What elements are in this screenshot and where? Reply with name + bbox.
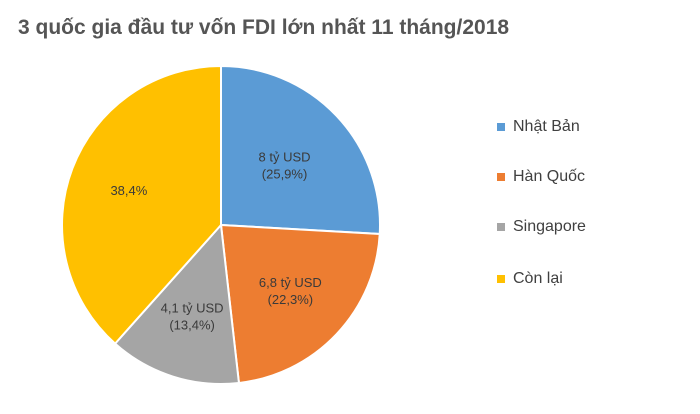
chart-title: 3 quốc gia đầu tư vốn FDI lớn nhất 11 th… — [18, 16, 510, 39]
legend-label-nhat-ban: Nhật Bản — [513, 118, 580, 135]
legend-item-con-lai: Còn lại — [497, 269, 563, 289]
pie-slice-con-lai — [61, 64, 222, 346]
slice-label-nhat-ban: 8 tỷ USD (25,9%) — [259, 149, 311, 181]
legend-item-nhat-ban: Nhật Bản — [497, 117, 580, 137]
legend-item-han-quoc: Hàn Quốc — [497, 167, 585, 187]
pie-slice-nhat-ban — [220, 64, 381, 236]
slice-label-han-quoc: 6,8 tỷ USD (22,3%) — [259, 275, 322, 307]
slice-label-singapore: 4,1 tỷ USD (13,4%) — [161, 300, 224, 332]
legend-item-singapore: Singapore — [497, 217, 586, 237]
legend-label-han-quoc: Hàn Quốc — [513, 168, 586, 185]
legend-swatch-singapore — [497, 223, 505, 231]
pie-slice-singapore — [113, 222, 241, 385]
legend-label-singapore: Singapore — [513, 218, 586, 235]
legend-swatch-nhat-ban — [497, 123, 505, 131]
legend-label-con-lai: Còn lại — [513, 270, 563, 287]
pie-slice-han-quoc — [219, 223, 381, 385]
legend-swatch-han-quoc — [497, 173, 505, 181]
legend-swatch-con-lai — [497, 275, 505, 283]
slice-label-con-lai: 38,4% — [110, 183, 147, 198]
